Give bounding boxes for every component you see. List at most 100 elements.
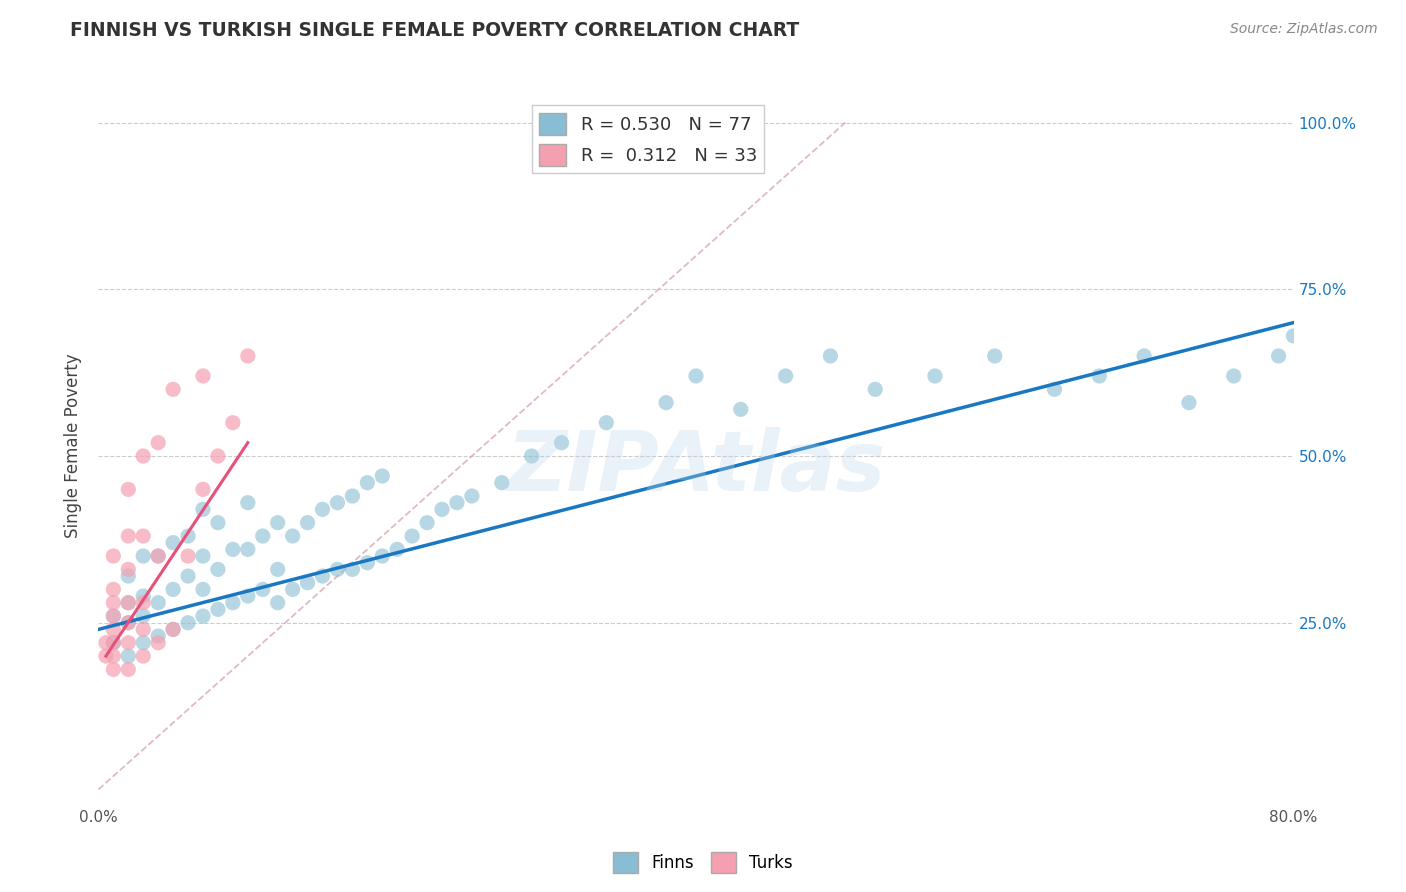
Text: Source: ZipAtlas.com: Source: ZipAtlas.com (1230, 22, 1378, 37)
Point (148, 629, 170, 643)
Point (148, 549, 170, 563)
Point (685, 368, 707, 383)
Point (177, 569, 200, 583)
Point (132, 529, 155, 543)
Point (1343, 416, 1365, 430)
Legend: Finns, Turks: Finns, Turks (606, 846, 800, 880)
Point (117, 529, 139, 543)
Point (342, 489, 364, 503)
Point (191, 582, 214, 597)
Point (132, 623, 155, 637)
Point (236, 542, 259, 557)
Point (103, 609, 125, 624)
Point (117, 569, 139, 583)
Point (103, 623, 125, 637)
Point (148, 549, 170, 563)
Point (103, 549, 125, 563)
Point (550, 435, 572, 450)
Text: FINNISH VS TURKISH SINGLE FEMALE POVERTY CORRELATION CHART: FINNISH VS TURKISH SINGLE FEMALE POVERTY… (70, 21, 800, 40)
Point (1312, 382, 1334, 396)
Point (117, 483, 139, 497)
Point (103, 609, 125, 624)
Point (207, 516, 229, 530)
Point (730, 402, 752, 417)
Point (430, 502, 453, 516)
Point (1133, 349, 1156, 363)
Point (820, 349, 842, 363)
Point (311, 502, 333, 516)
Y-axis label: Single Female Poverty: Single Female Poverty (65, 354, 83, 538)
Point (356, 475, 378, 490)
Point (132, 589, 155, 603)
Point (94, 649, 117, 664)
Point (132, 609, 155, 624)
Point (297, 516, 319, 530)
Point (326, 562, 349, 576)
Point (356, 556, 378, 570)
Point (267, 562, 290, 576)
Point (132, 649, 155, 664)
Point (94, 636, 117, 650)
Text: ZIPAtlas: ZIPAtlas (506, 427, 886, 508)
Point (1282, 329, 1305, 343)
Point (491, 475, 513, 490)
Point (162, 623, 184, 637)
Point (281, 582, 304, 597)
Point (117, 596, 139, 610)
Point (222, 596, 245, 610)
Point (177, 549, 200, 563)
Point (191, 368, 214, 383)
Point (775, 368, 797, 383)
Point (132, 636, 155, 650)
Point (222, 416, 245, 430)
Point (207, 562, 229, 576)
Point (103, 649, 125, 664)
Point (385, 542, 409, 557)
Point (117, 649, 139, 664)
Point (1178, 395, 1201, 409)
Point (1223, 368, 1246, 383)
Point (162, 535, 184, 549)
Point (595, 416, 617, 430)
Point (103, 582, 125, 597)
Point (222, 542, 245, 557)
Point (236, 589, 259, 603)
Point (117, 596, 139, 610)
Point (103, 636, 125, 650)
Point (655, 395, 678, 409)
Point (177, 529, 200, 543)
Point (117, 615, 139, 630)
Point (281, 529, 304, 543)
Point (311, 569, 333, 583)
Point (371, 469, 394, 483)
Point (177, 615, 200, 630)
Point (236, 349, 259, 363)
Point (148, 596, 170, 610)
Point (148, 435, 170, 450)
Point (924, 368, 946, 383)
Point (342, 562, 364, 576)
Point (162, 623, 184, 637)
Point (371, 549, 394, 563)
Point (132, 596, 155, 610)
Point (326, 496, 349, 510)
Point (984, 349, 1007, 363)
Point (297, 575, 319, 590)
Point (162, 382, 184, 396)
Point (401, 529, 423, 543)
Point (461, 489, 484, 503)
Point (191, 609, 214, 624)
Point (191, 549, 214, 563)
Point (207, 449, 229, 463)
Point (236, 496, 259, 510)
Point (191, 483, 214, 497)
Point (1088, 368, 1111, 383)
Point (117, 662, 139, 676)
Point (191, 502, 214, 516)
Point (103, 662, 125, 676)
Point (1043, 382, 1066, 396)
Point (446, 496, 468, 510)
Point (520, 449, 543, 463)
Point (132, 449, 155, 463)
Point (117, 636, 139, 650)
